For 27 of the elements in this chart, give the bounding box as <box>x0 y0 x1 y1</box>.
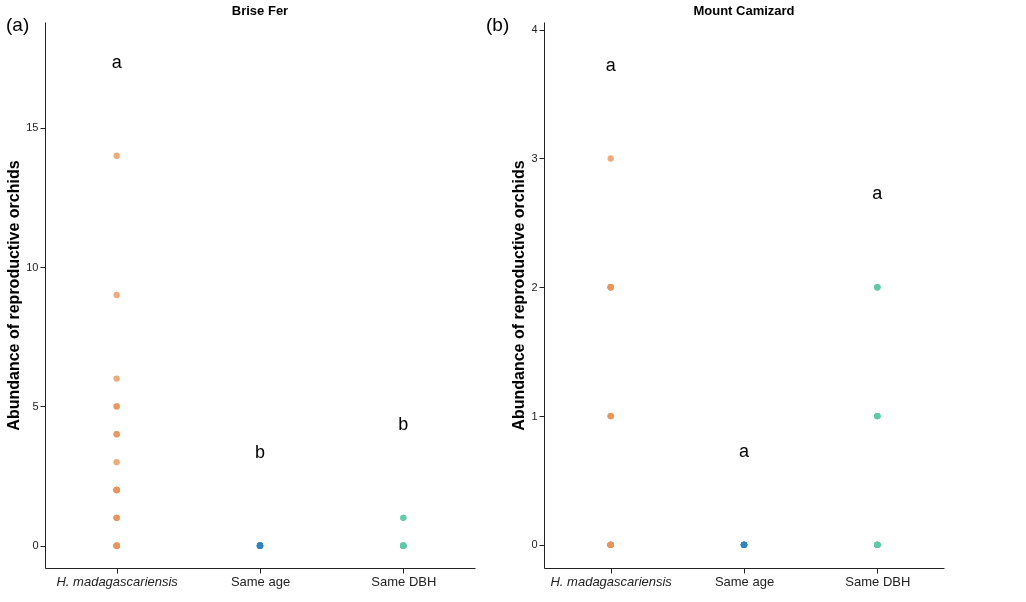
y-tick-label: 5 <box>32 399 39 412</box>
x-tick-label: Same age <box>230 573 291 589</box>
y-tick-label: 4 <box>531 23 538 36</box>
y-tick-label: 0 <box>32 539 39 552</box>
annotation: b <box>254 441 266 462</box>
y-tick-label: 1 <box>531 409 538 422</box>
annotation: a <box>872 183 884 204</box>
y-tick-label: 10 <box>26 260 39 273</box>
y-axis-title: Abundance of reproductive orchids <box>5 160 23 431</box>
annotation: a <box>605 54 617 75</box>
y-tick-label: 3 <box>531 152 538 164</box>
x-tick-label: H. madagascariensis <box>550 573 673 589</box>
x-tick-label: H. madagascariensis <box>56 573 179 589</box>
y-tick-label: 0 <box>531 538 538 551</box>
y-tick-label: 2 <box>531 280 538 293</box>
y-tick-label: 15 <box>26 121 39 134</box>
x-tick-label: Same DBH <box>371 573 437 589</box>
x-tick-label: Same DBH <box>845 573 911 589</box>
x-tick-label: Same age <box>714 573 775 589</box>
y-axis-title: Abundance of reproductive orchids <box>510 160 528 431</box>
annotation: b <box>398 414 409 435</box>
annotation: a <box>738 441 750 461</box>
annotation: a <box>111 51 123 72</box>
chart-title: Brise Fer <box>231 3 289 18</box>
text: (b) <box>486 14 510 36</box>
chart-title: Mount Camizard <box>693 3 795 18</box>
text: (a) <box>6 14 30 36</box>
